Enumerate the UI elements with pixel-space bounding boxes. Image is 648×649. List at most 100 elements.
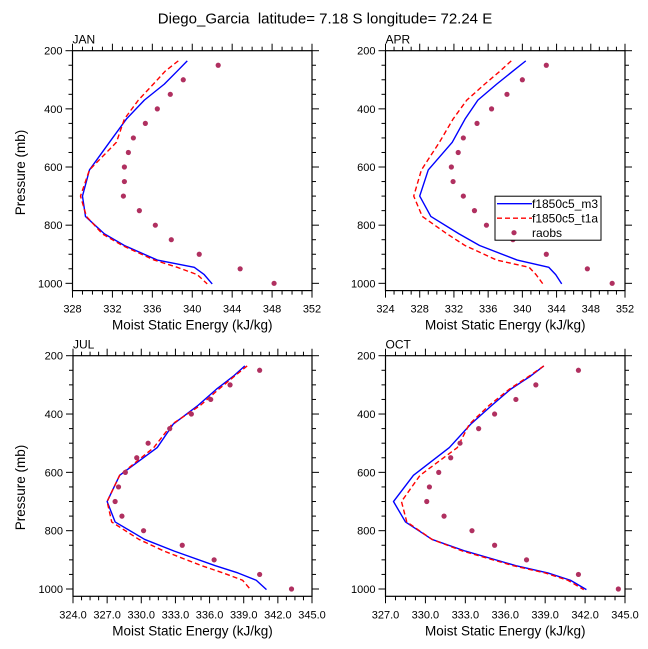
raobs-marker [575, 367, 582, 373]
x-tick-label: 340 [183, 304, 201, 316]
y-tick-label: 1000 [351, 584, 375, 596]
y-tick-label: 800 [357, 220, 375, 232]
raobs-marker [513, 396, 519, 403]
x-tick-label: 348 [582, 304, 600, 316]
raobs-marker [460, 135, 466, 141]
x-tick-label: 333.0 [162, 609, 190, 621]
y-tick-label: 600 [357, 162, 375, 174]
x-tick-label: 332 [445, 304, 463, 316]
x-tick-label: 336.0 [491, 609, 519, 621]
x-tick-label: 348 [263, 304, 281, 316]
y-tick-label: 1000 [39, 584, 63, 596]
raobs-marker [134, 455, 140, 461]
x-tick-label: 330.0 [412, 609, 440, 621]
raobs-marker [609, 280, 615, 286]
y-tick-label: 1000 [351, 278, 375, 290]
series-raobs [448, 62, 615, 286]
series-line-f1850c5-m3 [81, 60, 213, 285]
panel-label: OCT [386, 337, 412, 351]
legend-entry-f1850c5-m3: f1850c5_m3 [497, 197, 598, 211]
raobs-marker [257, 367, 263, 373]
raobs-marker [120, 193, 126, 199]
x-tick-label: 327.0 [93, 609, 121, 621]
x-tick-label: 342.0 [571, 609, 599, 621]
raobs-marker [115, 484, 122, 490]
raobs-marker [211, 557, 217, 563]
panel-apr: 324 328 332 336 340 344 348 352 200 400 600 800 1000… [351, 32, 634, 332]
x-tick-label: 344 [547, 304, 565, 316]
x-tick-label: 336 [479, 304, 497, 316]
raobs-marker [288, 586, 295, 592]
raobs-marker [122, 469, 128, 475]
y-tick-label: 600 [44, 162, 62, 174]
x-axis-label: Moist Static Energy (kJ/kg) [425, 318, 586, 333]
x-axis-label: Moist Static Energy (kJ/kg) [425, 623, 586, 638]
raobs-marker [543, 251, 549, 257]
raobs-marker [584, 266, 590, 272]
legend-label: raobs [532, 226, 562, 240]
raobs-marker [457, 440, 463, 446]
raobs-marker [271, 280, 277, 286]
y-tick-label: 400 [44, 104, 62, 116]
raobs-marker [152, 222, 158, 228]
x-tick-label: 352 [303, 304, 321, 316]
panel-label: JUL [73, 337, 95, 351]
x-tick-label: 340 [513, 304, 531, 316]
x-axis-label: Moist Static Energy (kJ/kg) [112, 623, 273, 638]
raobs-marker [119, 513, 125, 519]
raobs-marker [154, 106, 160, 112]
legend-marker [511, 230, 517, 236]
panel-jan: 328 332 336 340 344 348 352 200 400 600 800 1000 JAN… [13, 32, 321, 332]
panel-jul: 324.0 327.0 330.0 333.0 336.0 339.0 342.0 345.0… [13, 337, 326, 638]
y-axis-label: Pressure (mb) [13, 445, 28, 531]
raobs-marker [455, 149, 461, 156]
raobs-marker [257, 571, 263, 578]
raobs-marker [519, 77, 525, 83]
y-tick-label: 200 [45, 351, 63, 363]
series-line-f1850c5-t1a [106, 365, 252, 591]
raobs-marker [492, 411, 498, 417]
tick-marks [65, 43, 319, 298]
raobs-marker [140, 528, 147, 534]
raobs-marker [460, 193, 466, 199]
x-axis-label: Moist Static Energy (kJ/kg) [112, 318, 273, 333]
y-axis-label: Pressure (mb) [13, 130, 28, 216]
legend-label: f1850c5_m3 [532, 197, 598, 211]
raobs-marker [450, 178, 456, 185]
series-line-f1850c5-t1a [413, 60, 544, 285]
raobs-marker [523, 557, 530, 563]
raobs-marker [136, 208, 142, 214]
legend-entry-raobs: raobs [511, 226, 562, 240]
y-tick-label: 600 [45, 467, 63, 479]
raobs-marker [180, 77, 186, 83]
raobs-marker [196, 251, 202, 257]
series-line-f1850c5-t1a [79, 60, 208, 285]
panel-label: APR [386, 32, 411, 46]
y-tick-label: 200 [357, 46, 375, 58]
series-line-f1850c5-m3 [106, 365, 267, 591]
raobs-marker [488, 106, 495, 112]
y-tick-label: 200 [357, 351, 375, 363]
raobs-marker [615, 586, 621, 592]
raobs-marker [237, 266, 243, 272]
raobs-marker [448, 455, 454, 461]
raobs-marker [125, 149, 131, 156]
series-line-f1850c5-m3 [419, 60, 563, 285]
x-tick-label: 339.0 [531, 609, 559, 621]
tick-marks [378, 43, 632, 298]
raobs-marker [471, 208, 478, 214]
x-tick-label: 345.0 [611, 609, 639, 621]
tick-marks [66, 348, 319, 604]
x-tick-label: 344 [223, 304, 241, 316]
raobs-marker [167, 426, 173, 432]
raobs-marker [441, 513, 447, 519]
raobs-marker [188, 411, 194, 417]
raobs-marker [167, 91, 173, 97]
x-tick-label: 342.0 [264, 609, 292, 621]
x-tick-label: 336 [143, 304, 161, 316]
raobs-marker [208, 396, 214, 403]
x-tick-label: 327.0 [372, 609, 400, 621]
raobs-marker [474, 120, 480, 126]
